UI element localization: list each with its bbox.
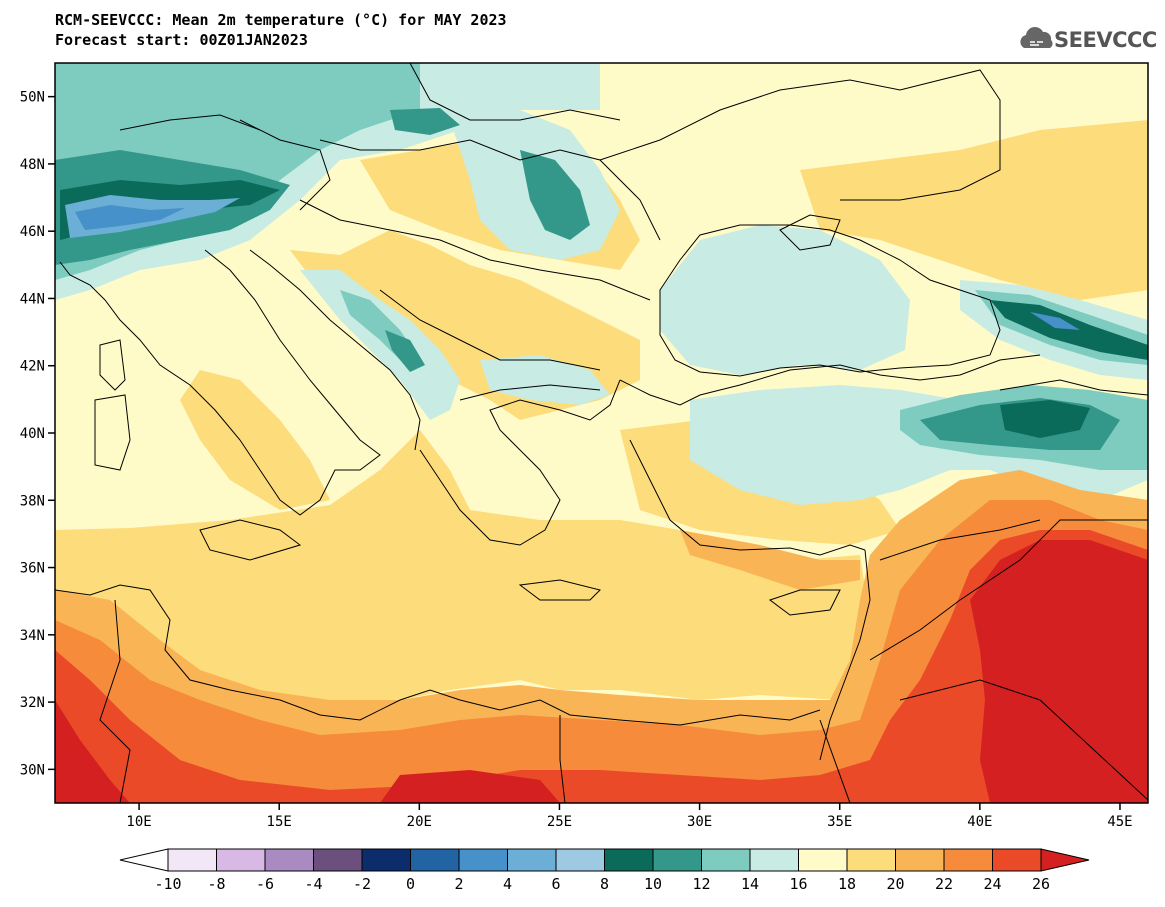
longitude-axis: 10E 15E 20E 25E 30E 35E 40E 45E	[126, 803, 1133, 830]
colorbar-swatch	[604, 848, 654, 872]
colorbar-swatch	[313, 848, 363, 872]
colorbar-swatch	[361, 848, 411, 872]
colorbar-swatch	[846, 848, 896, 872]
title-block: RCM-SEEVCCC: Mean 2m temperature (°C) fo…	[55, 10, 507, 50]
colorbar-swatch	[264, 848, 314, 872]
colorbar-swatch	[943, 848, 993, 872]
lon-tick-label: 30E	[687, 814, 712, 830]
colorbar-swatch	[895, 848, 945, 872]
colorbar-level-label: 6	[551, 875, 561, 893]
lat-tick-label: 34N	[20, 628, 45, 644]
colorbar-swatch	[652, 848, 702, 872]
forecast-start: Forecast start: 00Z01JAN2023	[55, 31, 308, 49]
colorbar-level-label: -6	[255, 875, 275, 893]
lon-tick-label: 25E	[547, 814, 572, 830]
colorbar-level-label: -8	[207, 875, 226, 893]
lat-tick-label: 44N	[20, 291, 45, 307]
colorbar-level-label: 20	[886, 875, 905, 893]
colorbar-level-label: 8	[599, 875, 610, 893]
colorbar-level-label: 0	[405, 875, 416, 893]
lat-tick-label: 40N	[20, 426, 45, 442]
lat-tick-label: 50N	[20, 90, 45, 106]
logo-text: SEEVCCC	[1054, 28, 1157, 52]
colorbar	[119, 848, 1090, 872]
colorbar-swatch	[992, 848, 1042, 872]
coastlines	[55, 63, 1148, 803]
colorbar-level-label: -2	[352, 875, 372, 893]
colorbar-level-label: -4	[304, 875, 323, 893]
colorbar-swatch	[555, 848, 605, 872]
colorbar-swatch	[216, 848, 266, 872]
colorbar-level-label: 22	[934, 875, 954, 893]
colorbar-level-label: 2	[454, 875, 464, 893]
colorbar-swatch	[167, 848, 217, 872]
lat-tick-label: 32N	[20, 695, 45, 711]
lat-tick-label: 30N	[20, 762, 45, 778]
latitude-axis: 30N 32N 34N 36N 38N 40N 42N 44N 46N 48N 50N	[20, 90, 55, 778]
colorbar-level-label: 12	[692, 875, 711, 893]
colorbar-swatch	[798, 848, 848, 872]
lat-tick-label: 38N	[20, 493, 45, 509]
colorbar-level-label: 4	[502, 875, 513, 893]
colorbar-level-label: 26	[1031, 875, 1051, 893]
lon-tick-label: 40E	[967, 814, 992, 830]
lat-tick-label: 36N	[20, 561, 45, 577]
lon-tick-label: 15E	[267, 814, 292, 830]
lon-tick-label: 20E	[407, 814, 432, 830]
lat-tick-label: 48N	[20, 157, 45, 173]
map-title: RCM-SEEVCCC: Mean 2m temperature (°C) fo…	[55, 11, 507, 29]
cloud-logo-icon	[1020, 27, 1053, 48]
lon-tick-label: 45E	[1107, 814, 1132, 830]
colorbar-level-label: 16	[789, 875, 808, 893]
lon-tick-label: 10E	[126, 814, 151, 830]
colorbar-level-label: -10	[154, 875, 182, 893]
colorbar-swatch	[410, 848, 460, 872]
lat-tick-label: 42N	[20, 359, 45, 375]
colorbar-level-label: 14	[740, 875, 760, 893]
lat-tick-label: 46N	[20, 224, 45, 240]
colorbar-swatch	[749, 848, 799, 872]
colorbar-swatch	[701, 848, 751, 872]
lon-tick-label: 35E	[827, 814, 852, 830]
colorbar-level-label: 10	[643, 875, 663, 893]
colorbar-swatch	[458, 848, 508, 872]
temperature-field	[55, 63, 1148, 803]
colorbar-level-label: 18	[837, 875, 857, 893]
colorbar-over-arrow	[1040, 848, 1090, 872]
colorbar-swatch	[507, 848, 557, 872]
colorbar-under-arrow	[119, 848, 169, 872]
colorbar-level-label: 24	[983, 875, 1002, 893]
